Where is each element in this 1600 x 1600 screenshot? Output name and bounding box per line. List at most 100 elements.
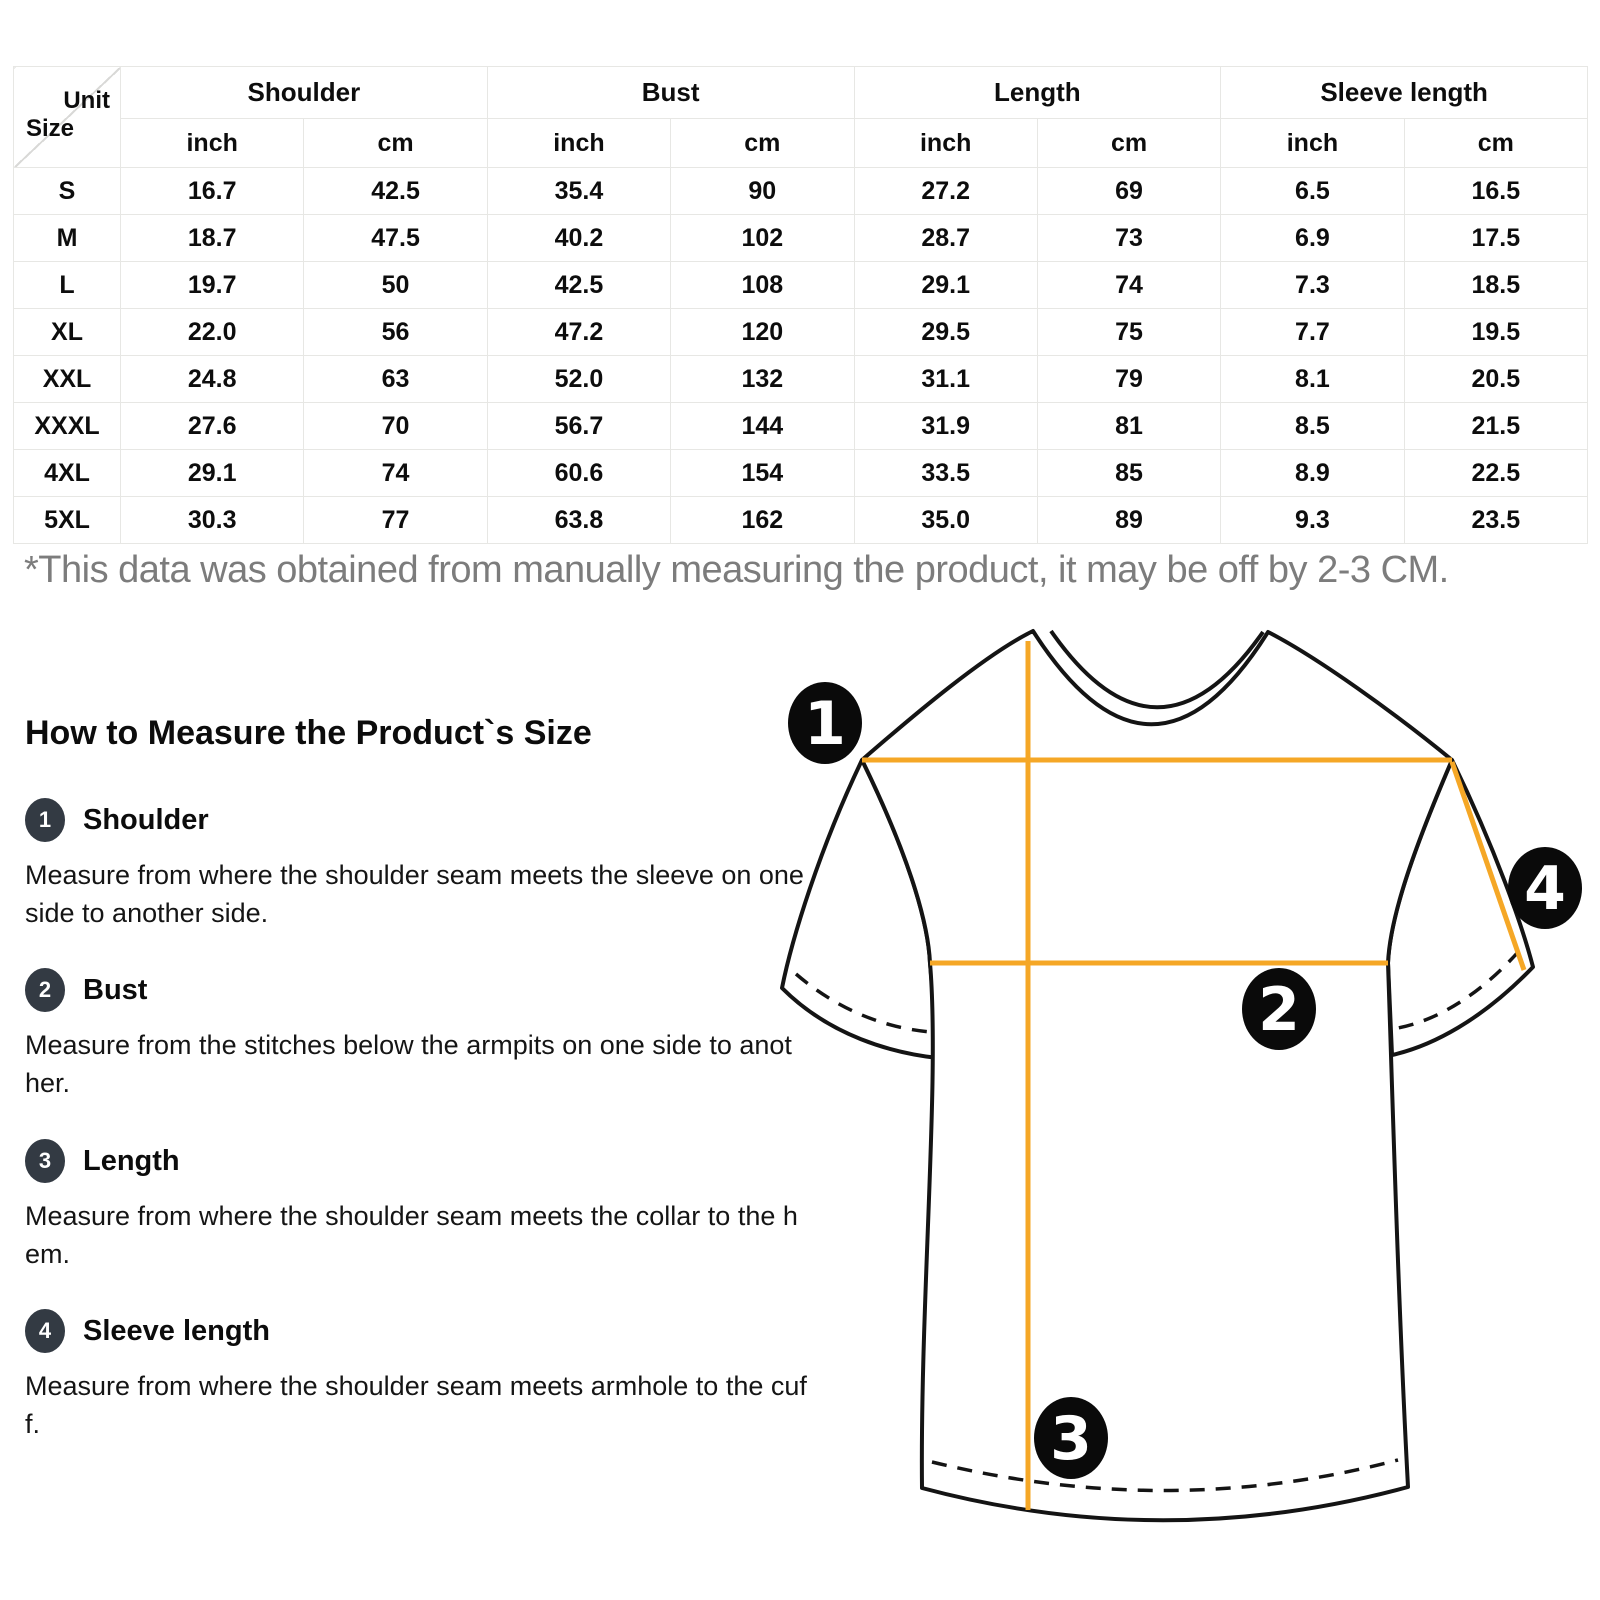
- size-label: XXL: [13, 355, 121, 403]
- left-cuff-stitch-line: [794, 972, 932, 1034]
- unit-header: cm: [303, 118, 488, 168]
- sleeve-measure-line: [1449, 761, 1527, 971]
- unit-header: cm: [670, 118, 855, 168]
- marker-number-2: 2: [1258, 975, 1300, 1045]
- measurement-value: 75: [1036, 308, 1222, 356]
- measurement-value: 29.1: [119, 449, 305, 497]
- measurement-value: 35.4: [486, 167, 672, 215]
- marker-circle-1: [788, 682, 862, 764]
- measurement-value: 74: [1036, 261, 1222, 309]
- unit-header: inch: [119, 118, 305, 168]
- size-label: XL: [13, 308, 121, 356]
- measurement-value: 27.2: [853, 167, 1038, 215]
- measurement-value: 56.7: [486, 402, 672, 450]
- measurement-value: 29.5: [853, 308, 1038, 356]
- table-unit-header-row: inch cm inch cm inch cm inch cm: [14, 118, 1589, 168]
- step-label: Shoulder: [83, 803, 209, 836]
- measurement-value: 50: [303, 261, 488, 309]
- size-row-xxxl: XXXL 27.6 70 56.7 144 31.9 81 8.5 21.5: [13, 402, 1589, 450]
- tshirt-measurement-diagram: 1 2 3 4: [780, 629, 1582, 1523]
- measurement-value: 19.5: [1403, 308, 1589, 356]
- shirt-body-outline: [860, 629, 1454, 1523]
- right-cuff-stitch-line: [1397, 949, 1521, 1030]
- size-label: L: [13, 261, 121, 309]
- measurement-value: 7.3: [1220, 261, 1405, 309]
- size-row-s: S 16.7 42.5 35.4 90 27.2 69 6.5 16.5: [13, 167, 1589, 215]
- step-description: Measure from where the shoulder seam mee…: [25, 1371, 807, 1439]
- table-corner-cell: Unit Size: [13, 66, 121, 168]
- measurement-value: 42.5: [486, 261, 672, 309]
- unit-header: inch: [486, 118, 672, 168]
- step-label: Length: [83, 1144, 180, 1177]
- unit-header: inch: [853, 118, 1038, 168]
- measurement-value: 8.5: [1220, 402, 1405, 450]
- unit-header: inch: [1220, 118, 1405, 168]
- step-label: Bust: [83, 973, 148, 1006]
- measurement-value: 28.7: [853, 214, 1038, 262]
- step-number-badge: 2: [25, 968, 65, 1012]
- marker-number-3: 3: [1050, 1404, 1092, 1474]
- size-row-xl: XL 22.0 56 47.2 120 29.5 75 7.7 19.5: [13, 308, 1589, 356]
- measure-step-sleeve-length: 4 Sleeve length Measure from where the sho…: [25, 1309, 815, 1439]
- marker-number-4: 4: [1524, 854, 1566, 924]
- measurement-value: 144: [670, 402, 855, 450]
- marker-number-1: 1: [804, 689, 846, 759]
- column-group-bust: Bust: [486, 66, 855, 119]
- step-number-badge: 1: [25, 798, 65, 842]
- step-number-badge: 3: [25, 1139, 65, 1183]
- measurement-value: 23.5: [1403, 496, 1589, 544]
- step-number-badge: 4: [25, 1309, 65, 1353]
- measurement-value: 19.7: [119, 261, 305, 309]
- measurement-value: 35.0: [853, 496, 1038, 544]
- corner-unit-label: Unit: [63, 87, 110, 114]
- measurement-value: 89: [1036, 496, 1222, 544]
- measurement-value: 85: [1036, 449, 1222, 497]
- measurement-value: 60.6: [486, 449, 672, 497]
- measurement-value: 24.8: [119, 355, 305, 403]
- measurement-value: 73: [1036, 214, 1222, 262]
- measurement-value: 8.9: [1220, 449, 1405, 497]
- size-label: S: [13, 167, 121, 215]
- measurement-value: 74: [303, 449, 488, 497]
- measurement-value: 79: [1036, 355, 1222, 403]
- measurement-value: 17.5: [1403, 214, 1589, 262]
- measurement-value: 52.0: [486, 355, 672, 403]
- marker-circle-4: [1508, 847, 1582, 929]
- how-to-measure-title: How to Measure the Product`s Size: [25, 714, 592, 752]
- measurement-value: 56: [303, 308, 488, 356]
- step-description: Measure from where the shoulder seam mee…: [25, 1201, 798, 1269]
- measurement-value: 33.5: [853, 449, 1038, 497]
- measurement-value: 132: [670, 355, 855, 403]
- measurement-value: 70: [303, 402, 488, 450]
- measurement-value: 27.6: [119, 402, 305, 450]
- measurement-value: 29.1: [853, 261, 1038, 309]
- measure-step-bust: 2 Bust Measure from the stitches below the…: [25, 968, 815, 1098]
- measurement-value: 69: [1036, 167, 1222, 215]
- measurement-value: 42.5: [303, 167, 488, 215]
- measurement-value: 154: [670, 449, 855, 497]
- column-group-length: Length: [853, 66, 1222, 119]
- measurement-value: 16.7: [119, 167, 305, 215]
- measure-step-shoulder: 1 Shoulder Measure from where the shoulder…: [25, 798, 815, 928]
- size-label: 5XL: [13, 496, 121, 544]
- measurement-value: 102: [670, 214, 855, 262]
- measurement-value: 40.2: [486, 214, 672, 262]
- measurement-value: 7.7: [1220, 308, 1405, 356]
- step-description: Measure from the stitches below the armp…: [25, 1030, 792, 1098]
- measurement-value: 9.3: [1220, 496, 1405, 544]
- measurement-value: 31.9: [853, 402, 1038, 450]
- step-label: Sleeve length: [83, 1314, 270, 1347]
- measurement-value: 21.5: [1403, 402, 1589, 450]
- unit-header: cm: [1036, 118, 1222, 168]
- size-label: M: [13, 214, 121, 262]
- measurement-value: 81: [1036, 402, 1222, 450]
- size-row-l: L 19.7 50 42.5 108 29.1 74 7.3 18.5: [13, 261, 1589, 309]
- measure-step-length: 3 Length Measure from where the shoulder s…: [25, 1139, 815, 1269]
- measurement-value: 8.1: [1220, 355, 1405, 403]
- measurement-value: 108: [670, 261, 855, 309]
- hem-stitch-line: [931, 1458, 1399, 1493]
- measurement-value: 18.7: [119, 214, 305, 262]
- column-group-shoulder: Shoulder: [120, 66, 488, 119]
- measurement-value: 120: [670, 308, 855, 356]
- size-table: Unit Size Shoulder Bust Length Sleeve lengt…: [13, 66, 1589, 544]
